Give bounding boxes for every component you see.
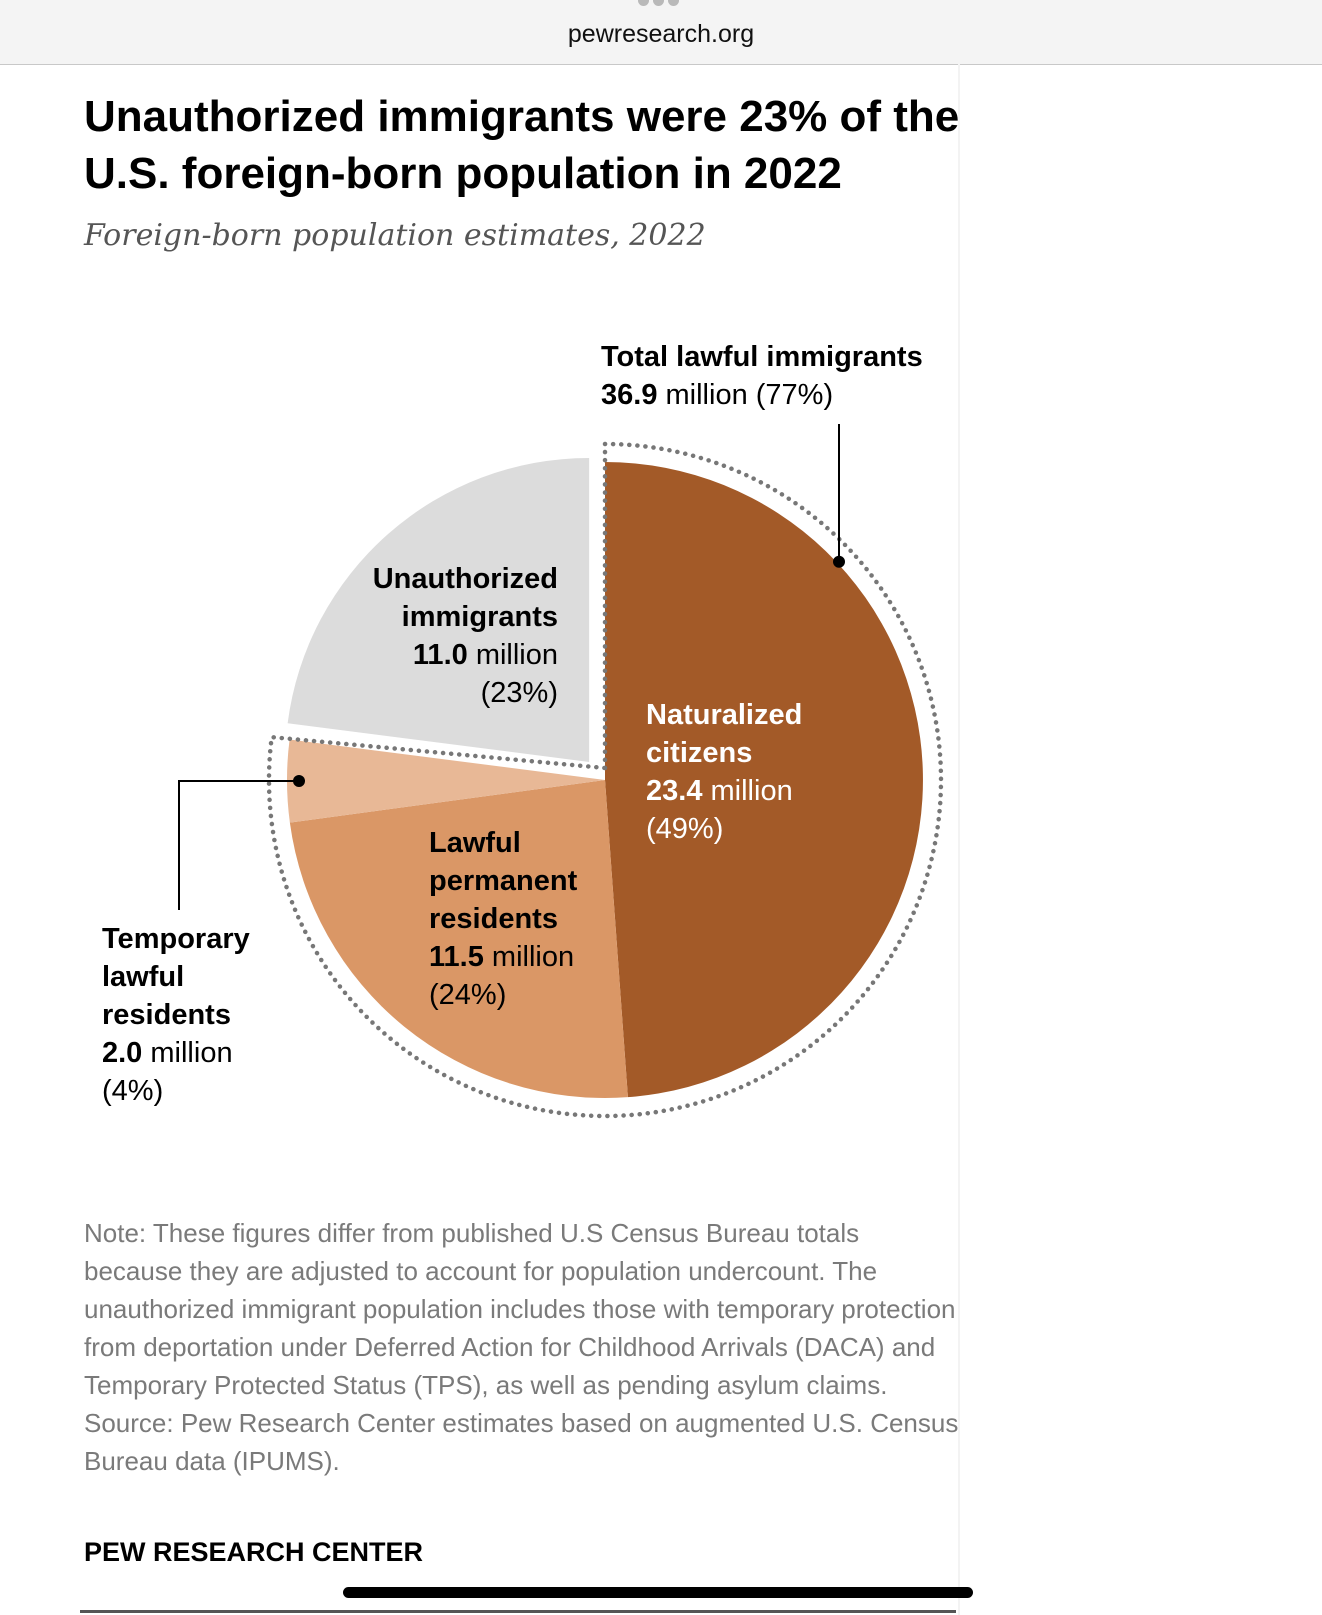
label-total-lawful-pct: (77%) [755,379,834,411]
label-temporary-unit: million [150,1037,233,1069]
label-temporary-name-2: lawful [102,961,185,993]
lawful-bracket-dotted [266,441,944,1119]
label-total-lawful-name: Total lawful immigrants [601,341,923,373]
label-total-lawful-unit: million [665,379,748,411]
label-lawful-permanent: Lawful permanent residents 11.5 million … [429,824,577,1014]
label-naturalized: Naturalized citizens 23.4 million (49%) [646,696,802,848]
brand-footer: PEW RESEARCH CENTER [84,1537,424,1567]
label-naturalized-pct: (49%) [646,813,724,845]
label-naturalized-name-2: citizens [646,737,753,769]
slice-temporary-lawful-residents [287,739,605,823]
chart-note: Note: These figures differ from publishe… [84,1214,964,1480]
label-lawful-permanent-value: 11.5 [429,941,484,973]
label-temporary-value: 2.0 [102,1037,143,1069]
card-edge [958,64,960,1615]
label-unauthorized-name-2: immigrants [401,601,558,633]
label-lawful-permanent-name-1: Lawful [429,827,521,859]
chart-title: Unauthorized immigrants were 23% of the … [84,92,960,198]
label-unauthorized-unit: million [475,639,558,671]
slice-unauthorized-immigrants [287,457,590,762]
home-indicator[interactable] [343,1587,973,1598]
slice-naturalized-citizens [605,462,923,1098]
more-options-icon[interactable] [638,0,684,6]
slice-lawful-permanent-residents [289,780,628,1098]
label-temporary-name-1: Temporary [102,923,250,955]
source-text: Source: Pew Research Center estimates ba… [84,1408,959,1476]
label-unauthorized-pct: (23%) [480,677,558,709]
label-lawful-permanent-name-2: permanent [429,865,578,897]
bottom-rule [80,1610,956,1613]
note-text: Note: These figures differ from publishe… [84,1218,956,1400]
label-unauthorized-name-1: Unauthorized [372,563,558,595]
leader-dot-temporary [293,775,305,787]
leader-dot-total-lawful [833,555,845,568]
leader-line-temporary [178,780,299,910]
url-text[interactable]: pewresearch.org [567,20,755,48]
chart-subtitle: Foreign-born population estimates, 2022 [84,218,706,253]
label-naturalized-name-1: Naturalized [646,699,803,731]
browser-address-bar[interactable]: pewresearch.org [0,0,1322,65]
label-temporary: Temporary lawful residents 2.0 million (… [102,920,250,1110]
label-naturalized-unit: million [710,775,793,807]
label-total-lawful: Total lawful immigrants 36.9 million (77… [601,338,923,414]
label-lawful-permanent-pct: (24%) [429,979,507,1011]
label-total-lawful-value: 36.9 [601,379,658,411]
label-lawful-permanent-unit: million [491,941,575,973]
label-unauthorized-value: 11.0 [412,639,468,671]
label-lawful-permanent-name-3: residents [429,903,558,935]
label-temporary-pct: (4%) [102,1075,164,1107]
label-temporary-name-3: residents [102,999,231,1031]
label-unauthorized: Unauthorized immigrants 11.0 million (23… [300,560,558,712]
label-naturalized-value: 23.4 [646,775,703,807]
